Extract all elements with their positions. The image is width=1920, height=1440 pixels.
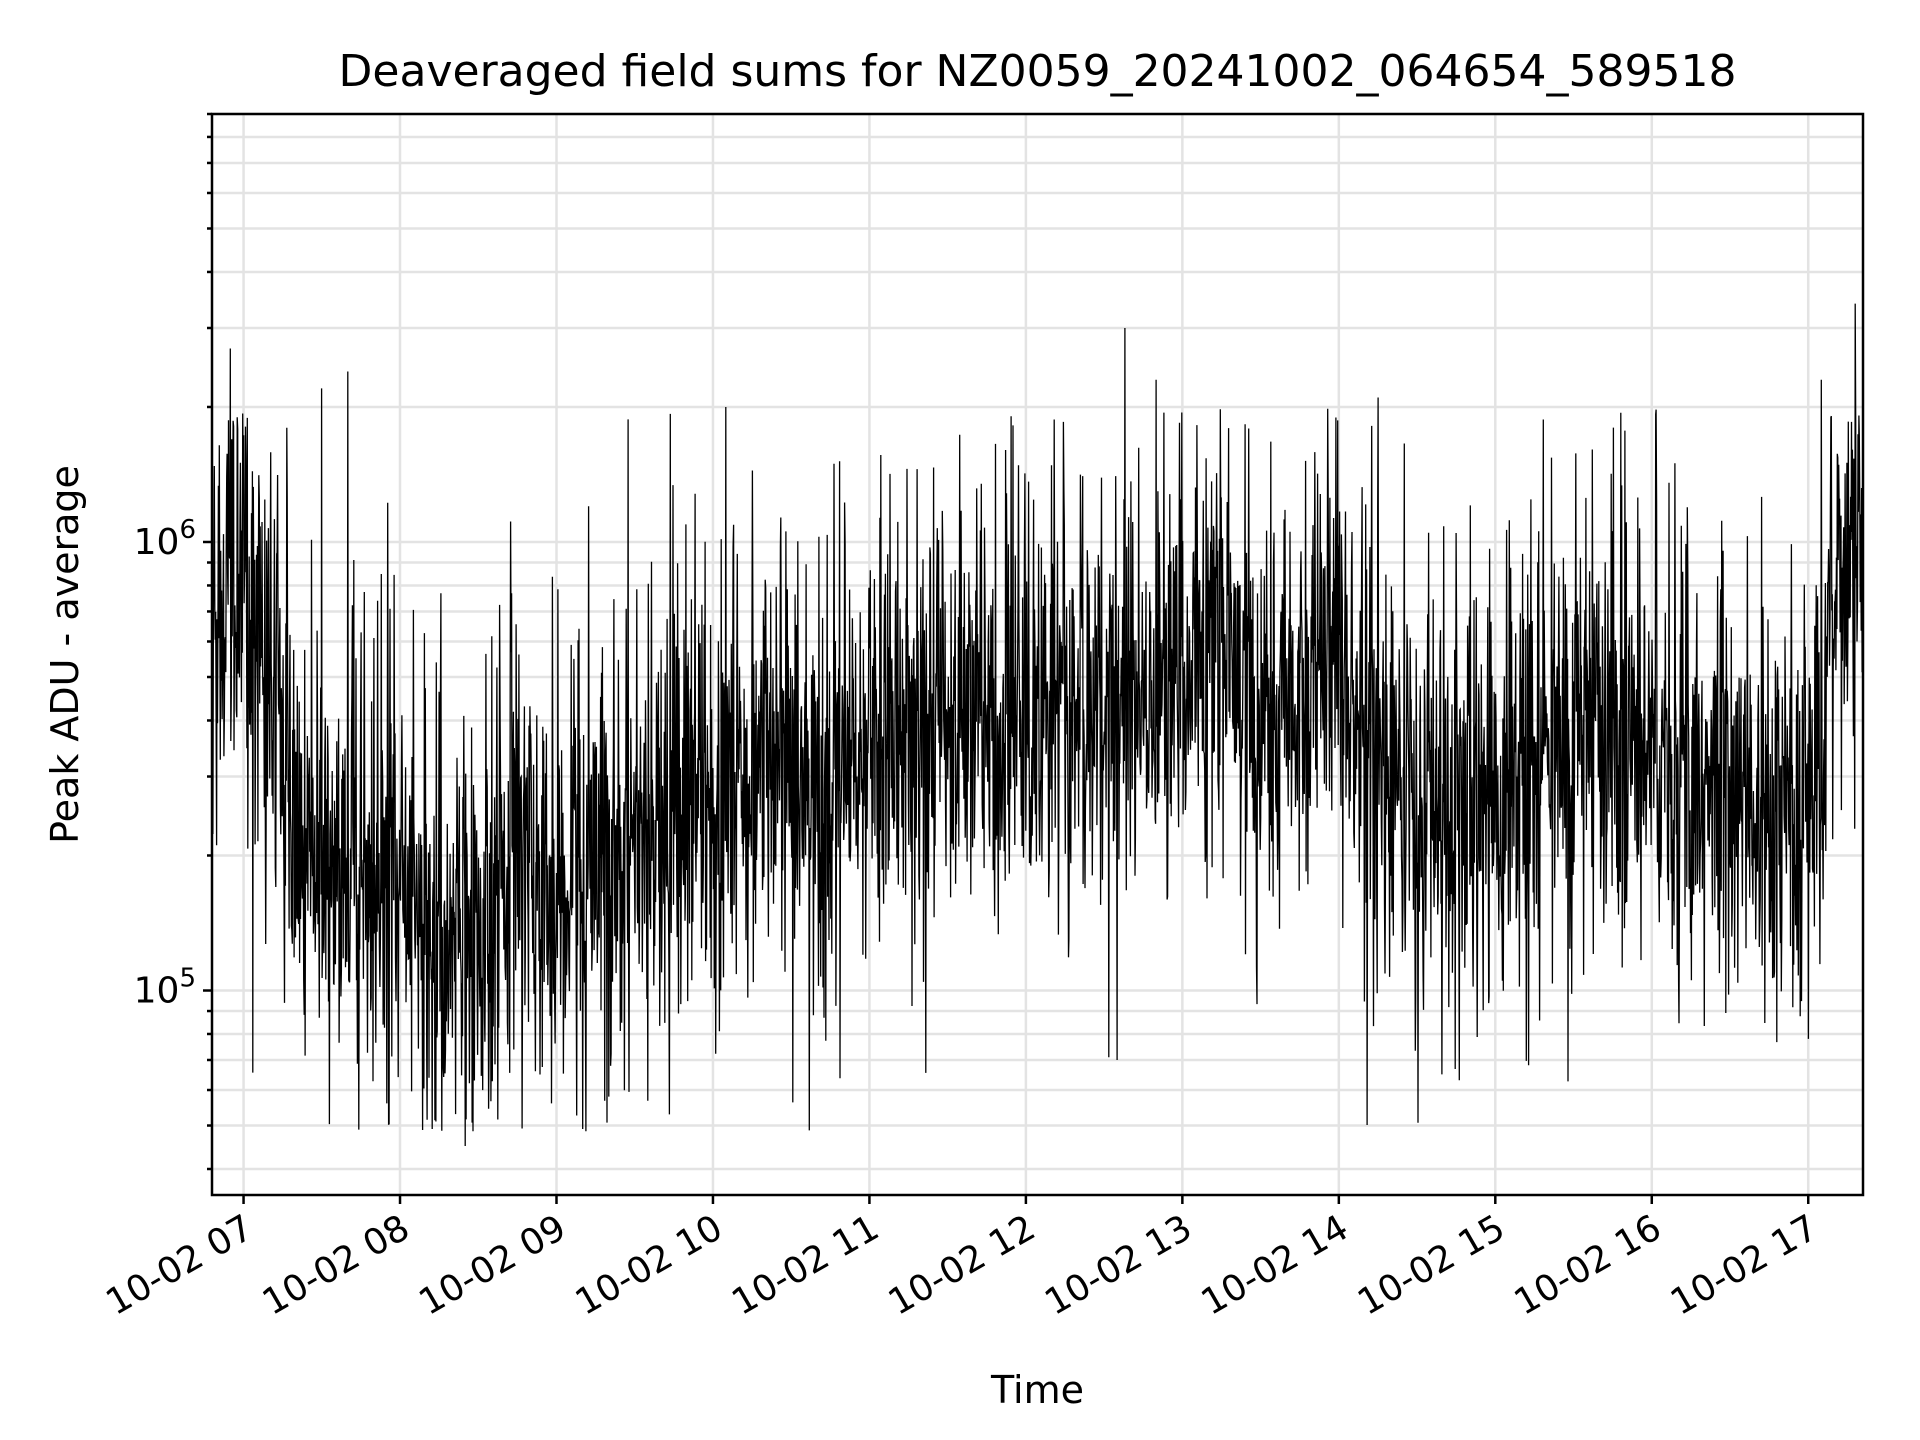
y-tick-base: 10: [134, 971, 180, 1012]
y-axis-label: Peak ADU - average: [43, 465, 87, 844]
y-tick-exponent: 5: [179, 964, 196, 994]
y-tick-label: 105: [134, 964, 196, 1012]
y-tick-base: 10: [134, 522, 180, 563]
plot-area: [212, 303, 1863, 1147]
y-tick-exponent: 6: [179, 515, 196, 545]
series-line: [212, 303, 1863, 1147]
x-axis-label: Time: [990, 1368, 1084, 1412]
y-tick-label: 106: [134, 515, 196, 563]
plot-frame: [210, 112, 1865, 1197]
chart-title: Deaveraged field sums for NZ0059_2024100…: [339, 46, 1737, 97]
